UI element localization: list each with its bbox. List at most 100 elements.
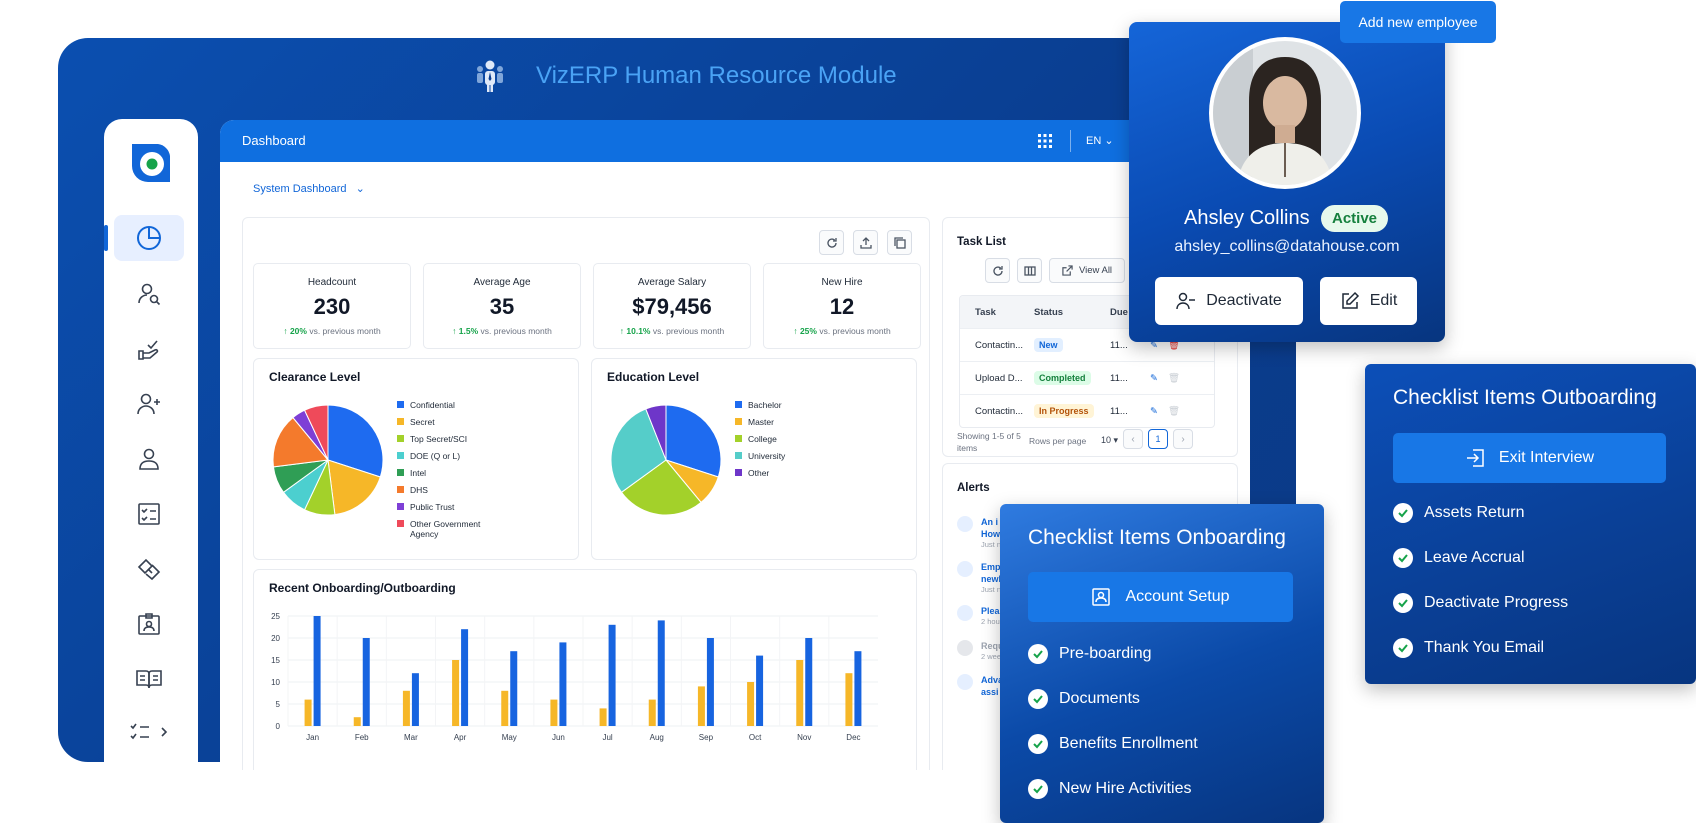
y-tick-label: 10	[271, 678, 280, 687]
edit-button[interactable]: Edit	[1320, 277, 1417, 325]
language-selector[interactable]: EN ⌄	[1086, 134, 1114, 147]
dashboard-selector[interactable]: System Dashboard ⌄	[253, 182, 365, 195]
delete-icon[interactable]: 🗑	[1167, 339, 1181, 351]
avatar	[1209, 37, 1361, 189]
nav-dashboard[interactable]	[104, 215, 184, 261]
checklist-item[interactable]: Documents	[1028, 689, 1140, 709]
checklist-label: Deactivate Progress	[1424, 594, 1569, 611]
bar	[559, 642, 567, 726]
deactivate-label: Deactivate	[1206, 292, 1282, 309]
deactivate-button[interactable]: Deactivate	[1155, 277, 1303, 325]
table-row[interactable]: Contactin... In Progress 11... ✎ 🗑	[960, 394, 1214, 427]
chart-title: Education Level	[607, 370, 700, 384]
chart-title: Clearance Level	[269, 370, 361, 384]
status-badge: New	[1034, 337, 1063, 352]
checklist-item[interactable]: Leave Accrual	[1393, 548, 1525, 568]
task-refresh-button[interactable]	[985, 258, 1010, 283]
user-alert-icon	[957, 516, 973, 532]
column-header: Due	[1110, 306, 1128, 318]
checklist-item[interactable]: Deactivate Progress	[1393, 593, 1568, 613]
nav-tasks[interactable]	[114, 709, 184, 755]
nav-benefits[interactable]	[114, 326, 184, 372]
apps-grid-icon[interactable]	[1038, 134, 1052, 148]
rows-per-page-select[interactable]: 10 ▾	[1101, 435, 1118, 446]
legend-item: Intel	[397, 468, 497, 478]
refresh-button[interactable]	[819, 230, 844, 255]
legend-item: Public Trust	[397, 502, 497, 512]
page-button[interactable]: 1	[1148, 429, 1168, 449]
checklist-item[interactable]: New Hire Activities	[1028, 779, 1191, 799]
alert-title: Requ	[981, 641, 1004, 651]
edit-icon[interactable]: ✎	[1150, 339, 1158, 351]
table-row[interactable]: Upload D... Completed 11... ✎ 🗑	[960, 361, 1214, 394]
next-page-button[interactable]: ›	[1173, 429, 1193, 449]
app-logo[interactable]	[128, 140, 174, 186]
kpi-value: 35	[489, 294, 515, 319]
check-circle-icon	[1393, 638, 1413, 658]
hr-people-icon	[477, 60, 503, 92]
alert-item[interactable]: Emp newl Just n	[957, 561, 1001, 594]
check-circle-icon	[1028, 734, 1048, 754]
y-tick-label: 5	[276, 700, 281, 709]
alert-title-line2: newl	[981, 574, 1002, 584]
nav-add-user[interactable]	[114, 381, 184, 427]
bar	[747, 682, 755, 726]
checklist-item[interactable]: Thank You Email	[1393, 638, 1544, 658]
bar	[845, 673, 853, 726]
chevron-down-icon: ⌄	[1104, 135, 1114, 147]
check-circle-icon	[1393, 503, 1413, 523]
nav-id-badge[interactable]	[114, 601, 184, 647]
alert-title: Plea	[981, 606, 1000, 616]
y-tick-label: 20	[271, 634, 280, 643]
edit-icon[interactable]: ✎	[1150, 372, 1158, 384]
nav-handbook[interactable]	[114, 656, 184, 702]
nav-checklist[interactable]	[114, 491, 184, 537]
pie-slice	[645, 404, 667, 461]
add-new-employee-button[interactable]: Add new employee	[1340, 1, 1496, 43]
arrow-up-icon: ↑	[452, 326, 457, 336]
edit-icon[interactable]: ✎	[1150, 405, 1158, 417]
account-setup-button[interactable]: Account Setup	[1028, 572, 1293, 622]
view-all-button[interactable]: View All	[1049, 258, 1125, 283]
delete-icon: 🗑	[1167, 405, 1181, 417]
columns-button[interactable]	[1017, 258, 1042, 283]
exit-interview-button[interactable]: Exit Interview	[1393, 433, 1666, 483]
legend-label: DHS	[410, 485, 428, 495]
x-tick-label: Aug	[650, 733, 664, 742]
prev-page-button[interactable]: ‹	[1123, 429, 1143, 449]
checklist-item[interactable]: Assets Return	[1393, 503, 1524, 523]
legend-item: College	[735, 434, 835, 444]
x-tick-label: Jan	[306, 733, 319, 742]
alert-item[interactable]: Adva assi	[957, 674, 1003, 698]
export-button[interactable]	[853, 230, 878, 255]
copy-button[interactable]	[887, 230, 912, 255]
app-title: VizERP Human Resource Module	[536, 62, 897, 89]
alert-item[interactable]: An i How Just n	[957, 516, 1001, 549]
x-tick-label: Jul	[602, 733, 612, 742]
nav-handshake[interactable]	[114, 546, 184, 592]
legend-label: Other Government Agency	[410, 519, 481, 539]
alert-title-line2: assi	[981, 687, 999, 697]
refresh-icon	[992, 265, 1003, 276]
task-due: 11...	[1110, 405, 1128, 417]
checklist-label: Assets Return	[1424, 504, 1525, 521]
alert-item[interactable]: Plea 2 hou	[957, 605, 1000, 626]
employee-name: Ahsley Collins	[1184, 207, 1310, 229]
checklist-item[interactable]: Benefits Enrollment	[1028, 734, 1198, 754]
bar	[402, 690, 410, 726]
checklist-item[interactable]: Pre-boarding	[1028, 644, 1152, 664]
y-tick-label: 15	[271, 656, 280, 665]
bar	[706, 638, 714, 726]
alert-item[interactable]: Requ 2 wee	[957, 640, 1004, 661]
legend-swatch	[397, 469, 404, 476]
x-tick-label: May	[502, 733, 517, 742]
legend-label: Other	[748, 468, 770, 478]
user-minus-icon	[1176, 292, 1196, 310]
check-circle-icon	[1028, 779, 1048, 799]
nav-employee-search[interactable]	[114, 271, 184, 317]
table-row[interactable]: Contactin... New 11... ✎ 🗑	[960, 328, 1214, 361]
bar	[313, 616, 321, 726]
y-tick-label: 0	[276, 722, 281, 731]
nav-profile[interactable]	[114, 436, 184, 482]
topbar-title: Dashboard	[242, 133, 306, 148]
